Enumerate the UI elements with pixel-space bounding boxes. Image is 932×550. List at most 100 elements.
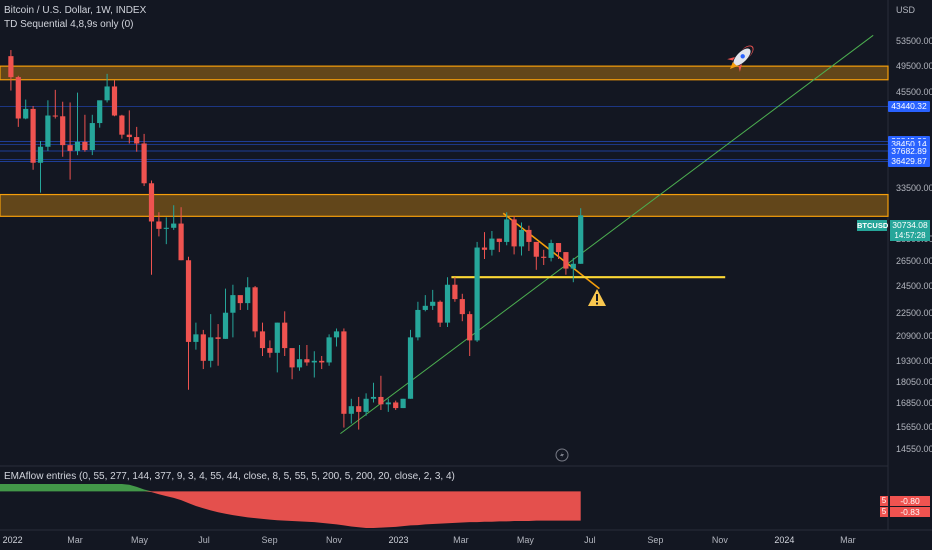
candle-body xyxy=(67,145,73,151)
candle-body xyxy=(400,398,406,409)
candle-body xyxy=(245,287,251,304)
x-tick-label: Sep xyxy=(261,535,278,545)
candle-body xyxy=(548,243,554,258)
candle-body xyxy=(60,116,66,146)
candle-body xyxy=(193,334,199,342)
osc-value-tag: -0.80 xyxy=(890,496,930,506)
x-tick-label: Nov xyxy=(711,535,728,545)
horizontal-levels xyxy=(0,106,888,162)
candle-body xyxy=(185,260,192,342)
resistance-zones xyxy=(0,65,889,217)
price-level-tag: 37682.89 xyxy=(888,145,930,157)
candle-body xyxy=(126,134,132,138)
candle-body xyxy=(459,299,465,315)
y-tick-label: 14550.00 xyxy=(896,444,932,455)
candle-body xyxy=(163,227,169,229)
x-tick-label: Mar xyxy=(453,535,469,545)
candle-body xyxy=(533,241,539,257)
candle-body xyxy=(474,247,480,341)
candle-body xyxy=(89,123,95,151)
y-tick-label: 53500.00 xyxy=(896,36,932,47)
candle-body xyxy=(341,331,347,414)
candle-body xyxy=(326,337,332,363)
candle-body xyxy=(252,287,258,332)
candle-body xyxy=(511,219,517,247)
candle-body xyxy=(52,115,58,117)
x-tick-label: Jul xyxy=(584,535,596,545)
osc-value-tag: -0.83 xyxy=(890,507,930,517)
oscillator-positive-area xyxy=(0,484,581,492)
y-tick-label: 22500.00 xyxy=(896,307,932,318)
candle-body xyxy=(452,284,458,300)
candle-body xyxy=(111,86,118,116)
y-tick-label: 16850.00 xyxy=(896,398,932,409)
candle-body xyxy=(282,322,288,349)
candle-body xyxy=(422,305,428,310)
candle-body xyxy=(385,402,391,405)
y-tick-label: 49500.00 xyxy=(896,60,932,71)
candle-body xyxy=(74,141,81,151)
oscillator-negative-area xyxy=(10,491,581,528)
candle-body xyxy=(222,312,229,339)
y-tick-label: 15650.00 xyxy=(896,421,932,432)
candle-body xyxy=(467,314,473,341)
candle-body xyxy=(104,86,110,101)
current-price-tag: 30734.08 xyxy=(890,220,930,231)
candle-body xyxy=(555,243,562,253)
x-tick-label: Nov xyxy=(326,535,343,545)
x-tick-label: Jul xyxy=(198,535,210,545)
y-tick-label: 20900.00 xyxy=(896,330,932,341)
price-level-tag: 43440.32 xyxy=(888,100,930,112)
chart-title: Bitcoin / U.S. Dollar, 1W, INDEX xyxy=(4,5,147,16)
candle-body xyxy=(541,256,547,258)
candle-body xyxy=(370,396,377,399)
candle-body xyxy=(489,238,495,250)
oscillator-label[interactable]: EMAflow entries (0, 55, 277, 144, 377, 9… xyxy=(4,471,455,482)
candle-body xyxy=(274,322,280,353)
candle-body xyxy=(15,77,21,119)
price-level-tag: 38450.14 xyxy=(888,139,930,151)
candle-body xyxy=(444,284,451,323)
candle-body xyxy=(356,406,362,412)
x-tick-label: Mar xyxy=(67,535,83,545)
countdown-tag: 14:57:28 xyxy=(890,231,930,241)
x-tick-label: Sep xyxy=(647,535,664,545)
candle-body xyxy=(311,360,317,363)
indicator-label[interactable]: TD Sequential 4,8,9s only (0) xyxy=(4,19,134,30)
candle-body xyxy=(30,108,36,163)
candle-body xyxy=(304,359,310,363)
warning-icon xyxy=(588,289,606,306)
candle-body xyxy=(481,247,488,250)
candle-body xyxy=(578,215,584,264)
candle-body xyxy=(97,100,103,124)
candle-body xyxy=(563,252,569,269)
candle-body xyxy=(267,348,273,353)
candle-body xyxy=(148,183,155,222)
x-tick-label: May xyxy=(516,535,534,545)
resistance-zone xyxy=(0,65,889,81)
x-tick-label: 2023 xyxy=(388,535,409,545)
candle-body xyxy=(119,115,125,135)
oscillator-area xyxy=(0,484,581,528)
candle-body xyxy=(526,229,532,242)
candle-body xyxy=(156,221,162,229)
symbol-tag: BTCUSD xyxy=(857,220,889,231)
candle-body xyxy=(504,219,510,242)
candle-body xyxy=(289,348,295,368)
candle-body xyxy=(171,223,177,228)
y-tick-label: 45500.00 xyxy=(896,86,932,97)
y-tick-label: 18050.00 xyxy=(896,376,932,387)
candle-body xyxy=(570,263,576,269)
drawing-lines xyxy=(340,34,874,435)
candle-body xyxy=(407,337,414,399)
candle-body xyxy=(319,360,325,363)
x-tick-label: May xyxy=(131,535,149,545)
candle-body xyxy=(430,301,436,306)
candle-body xyxy=(348,406,354,414)
y-tick-label: 26500.00 xyxy=(896,256,932,267)
candle-body xyxy=(23,108,29,119)
x-tick-label: 2024 xyxy=(774,535,795,545)
ascending-trendline xyxy=(340,34,874,435)
